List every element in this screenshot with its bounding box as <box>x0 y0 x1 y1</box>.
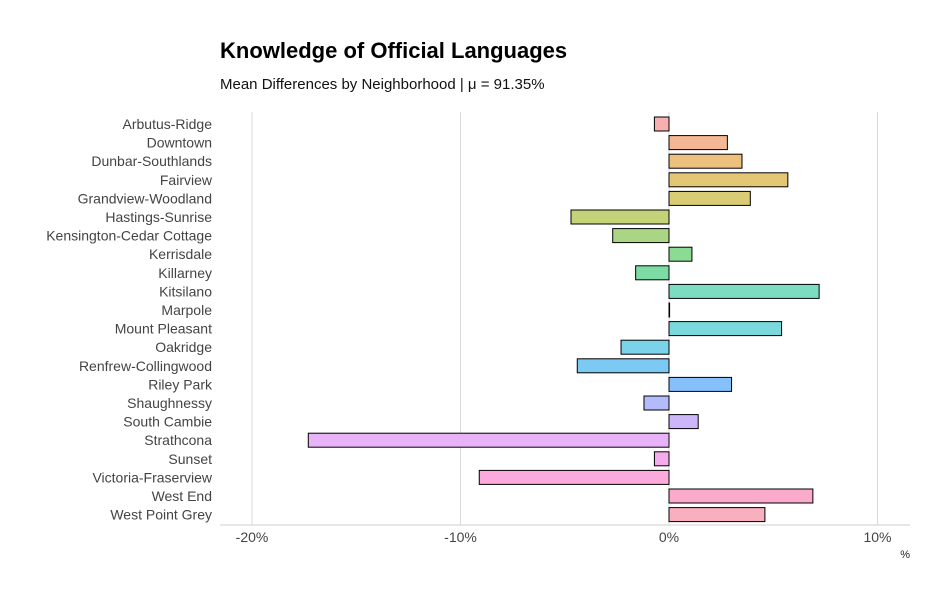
category-label: Strathcona <box>144 432 212 448</box>
bar <box>668 190 751 206</box>
bar <box>570 209 670 225</box>
bar <box>668 153 743 169</box>
bar <box>576 358 670 374</box>
bar <box>635 265 670 281</box>
category-label: Sunset <box>168 451 212 467</box>
category-label: Arbutus-Ridge <box>123 116 213 132</box>
bar <box>653 451 670 467</box>
bar <box>668 321 783 337</box>
bar <box>668 414 699 430</box>
bar <box>620 339 670 355</box>
bar <box>668 376 733 392</box>
x-tick-label: -10% <box>444 529 477 545</box>
bar <box>478 469 670 485</box>
x-tick-label: -20% <box>236 529 269 545</box>
bar <box>668 172 789 188</box>
chart-subtitle: Mean Differences by Neighborhood | μ = 9… <box>220 76 545 93</box>
x-tick-label: 0% <box>659 529 679 545</box>
category-label: Killarney <box>158 265 212 281</box>
bar <box>668 302 671 318</box>
category-label: Renfrew-Collingwood <box>79 358 212 374</box>
category-label: Hastings-Sunrise <box>105 209 212 225</box>
category-label: Kensington-Cedar Cottage <box>46 228 212 244</box>
bar <box>668 488 814 504</box>
category-label: Shaughnessy <box>127 395 212 411</box>
category-label: Grandview-Woodland <box>78 190 212 206</box>
category-label: West Point Grey <box>110 507 212 523</box>
x-axis-label: % <box>900 549 910 561</box>
category-labels: Arbutus-Ridge Downtown Dunbar-Southlands Fa… <box>46 116 213 523</box>
bar <box>668 283 820 299</box>
category-label: Fairview <box>160 172 213 188</box>
bar <box>668 246 693 262</box>
x-tick-labels: -20% -10% 0% 10% <box>236 529 892 545</box>
category-label: Kerrisdale <box>149 246 212 262</box>
category-label: Victoria-Fraserview <box>92 469 212 485</box>
category-label: Kitsilano <box>159 283 212 299</box>
chart-title: Knowledge of Official Languages <box>220 38 567 63</box>
bar <box>612 228 670 244</box>
bar <box>643 395 670 411</box>
category-label: South Cambie <box>123 414 212 430</box>
category-label: West End <box>152 488 212 504</box>
x-tick-label: 10% <box>863 529 891 545</box>
category-label: Oakridge <box>155 339 212 355</box>
category-label: Marpole <box>161 302 212 318</box>
category-label: Mount Pleasant <box>115 321 212 337</box>
bar <box>668 507 766 523</box>
bar <box>307 432 670 448</box>
category-label: Dunbar-Southlands <box>91 153 212 169</box>
category-label: Downtown <box>147 135 212 151</box>
category-label: Riley Park <box>148 376 213 392</box>
bar <box>668 135 728 151</box>
bar <box>653 116 670 132</box>
bars <box>307 116 820 523</box>
